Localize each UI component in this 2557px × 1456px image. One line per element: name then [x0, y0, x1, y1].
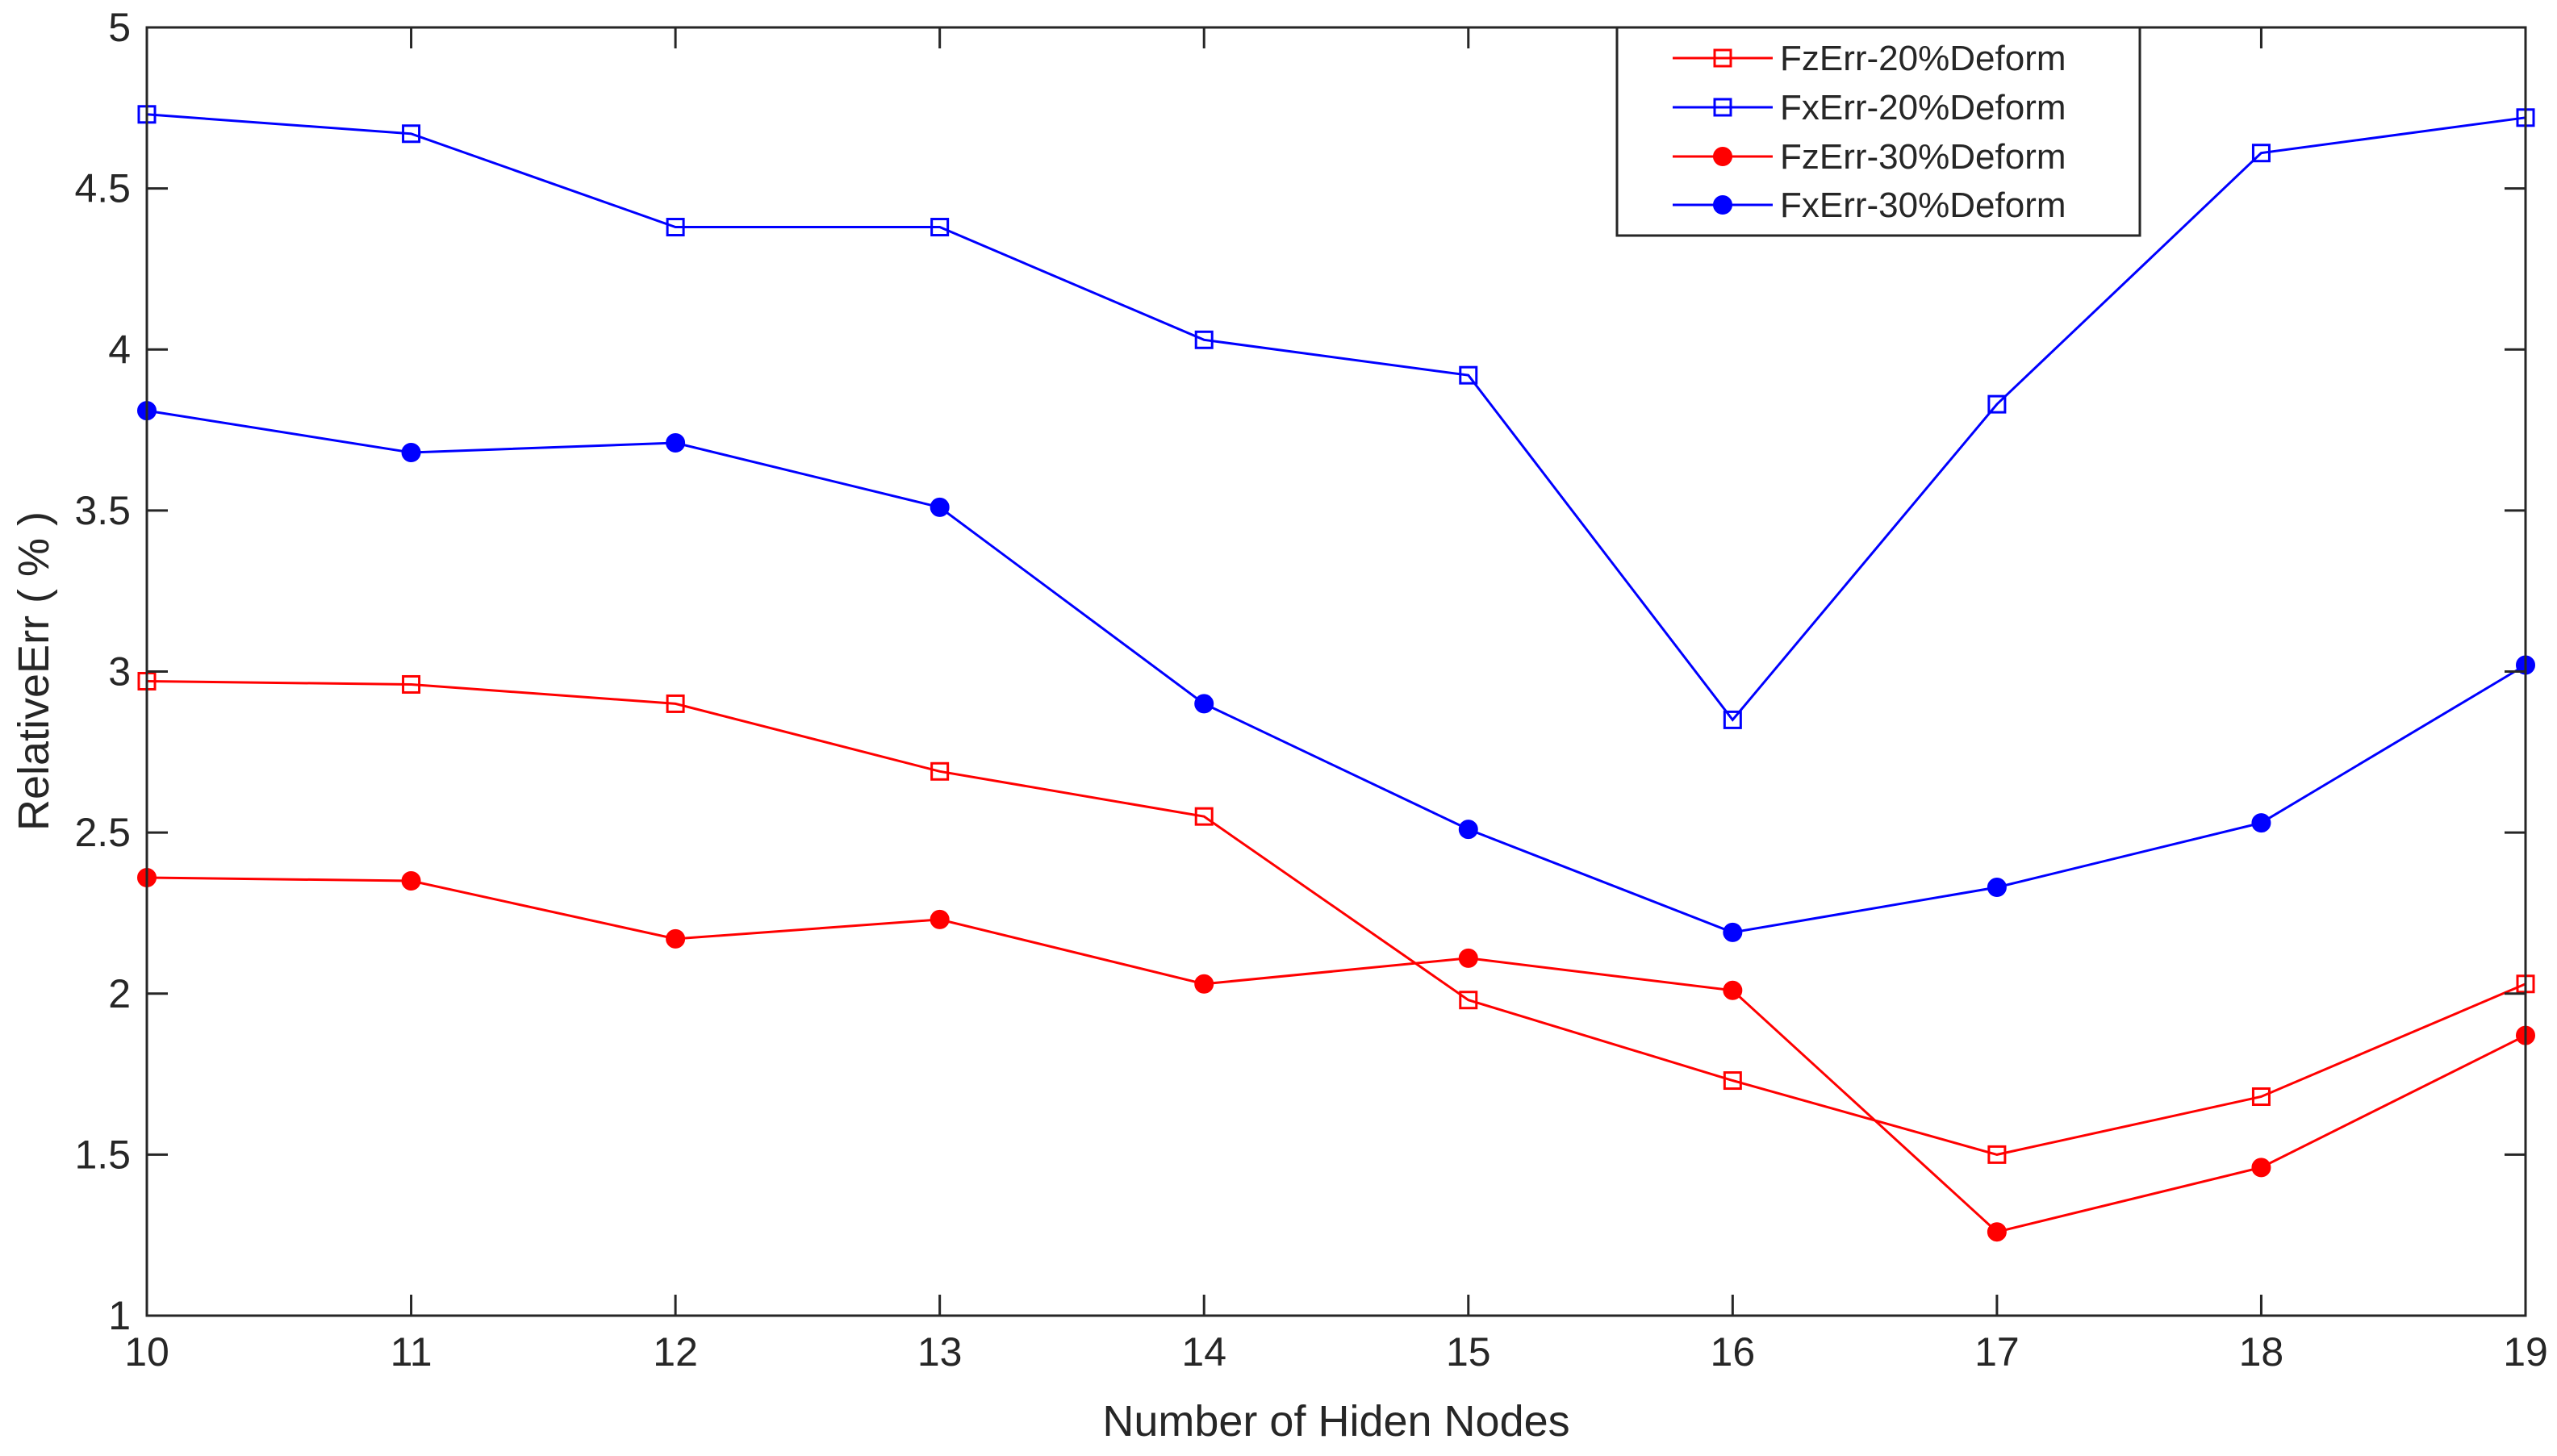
series-line [146, 113, 2526, 722]
legend-item-fzerr-30-deform: FzErr-30%Deform [1673, 137, 2066, 177]
legend-marker [1713, 195, 1732, 215]
data-point [1987, 877, 2007, 897]
legend-item-fxerr-30-deform: FxErr-30%Deform [1673, 186, 2066, 225]
legend-box [1615, 26, 2141, 237]
legend-label: FxErr-20%Deform [1780, 88, 2066, 127]
data-point [1987, 394, 2007, 414]
x-tick-label: 10 [124, 1329, 169, 1375]
data-point [402, 674, 421, 694]
data-point [401, 443, 421, 463]
legend-label: FzErr-30%Deform [1780, 137, 2066, 177]
x-tick-label: 19 [2503, 1329, 2548, 1375]
data-point [2251, 1087, 2271, 1107]
y-tick-label: 4.5 [74, 166, 131, 211]
data-point [1458, 948, 1478, 968]
data-point [2251, 1158, 2271, 1178]
series-fzerr-30-deform [137, 868, 2535, 1242]
y-tick-label: 1.5 [74, 1132, 131, 1177]
legend: FzErr-20%Deform FxErr-20%Deform FzErr-30%D… [1615, 26, 2141, 237]
y-tick-label: 3.5 [74, 488, 131, 533]
data-point [666, 433, 686, 453]
x-tick-label: 16 [1711, 1329, 1756, 1375]
data-point [1723, 922, 1743, 942]
data-point [1987, 1222, 2007, 1242]
series-line [146, 409, 2526, 934]
data-point [1458, 820, 1478, 840]
legend-label: FxErr-30%Deform [1780, 186, 2066, 225]
data-point [1194, 807, 1214, 826]
data-point [2251, 813, 2271, 833]
x-tick-label: 17 [1974, 1329, 2020, 1375]
y-tick-label: 1 [108, 1293, 131, 1338]
data-point [401, 871, 421, 891]
y-axis-label: RelativeErr ( % ) [10, 511, 58, 831]
x-tick-label: 13 [917, 1329, 963, 1375]
data-point [1194, 694, 1214, 714]
legend-item-fzerr-20-deform: FzErr-20%Deform [1673, 39, 2066, 78]
axis-ticks: 10 11 12 13 14 15 16 17 18 19 1 1.5 2 2.5 3 3.5 4 4.5 5 [74, 5, 2547, 1375]
legend-item-fxerr-20-deform: FxErr-20%Deform [1673, 88, 2066, 127]
x-tick-label: 11 [391, 1329, 432, 1375]
data-point [1459, 365, 1478, 385]
data-point [1194, 974, 1214, 994]
data-point [1459, 991, 1478, 1010]
legend-label: FzErr-20%Deform [1780, 39, 2066, 78]
data-point [930, 761, 950, 781]
data-point [1723, 1071, 1742, 1091]
y-tick-label: 5 [108, 5, 131, 50]
data-point [666, 928, 686, 949]
data-point [1723, 980, 1743, 1000]
legend-marker [1713, 98, 1732, 117]
data-point [930, 497, 950, 517]
x-axis-label: Number of Hiden Nodes [1102, 1397, 1569, 1446]
data-point [930, 909, 950, 929]
series-line [146, 876, 2526, 1233]
x-tick-label: 18 [2239, 1329, 2284, 1375]
data-point [1723, 710, 1742, 729]
data-point [1987, 1145, 2007, 1164]
legend-marker [1713, 147, 1732, 166]
y-tick-label: 3 [108, 649, 131, 695]
y-tick-label: 2.5 [74, 810, 131, 855]
x-tick-label: 12 [653, 1329, 698, 1375]
data-point [402, 124, 421, 144]
series-line [146, 680, 2526, 1156]
data-point [930, 218, 950, 237]
series-layer [137, 105, 2535, 1242]
legend-marker [1713, 48, 1732, 68]
x-tick-label: 15 [1446, 1329, 1491, 1375]
data-point [2251, 144, 2271, 163]
legend-items: FzErr-20%Deform FxErr-20%Deform FzErr-30%D… [1673, 39, 2066, 225]
data-point [666, 218, 685, 237]
y-tick-label: 4 [108, 327, 131, 372]
data-point [666, 694, 685, 713]
x-tick-label: 14 [1181, 1329, 1226, 1375]
data-point [1194, 330, 1214, 349]
series-fxerr-30-deform [137, 401, 2535, 942]
y-tick-label: 2 [108, 971, 131, 1016]
